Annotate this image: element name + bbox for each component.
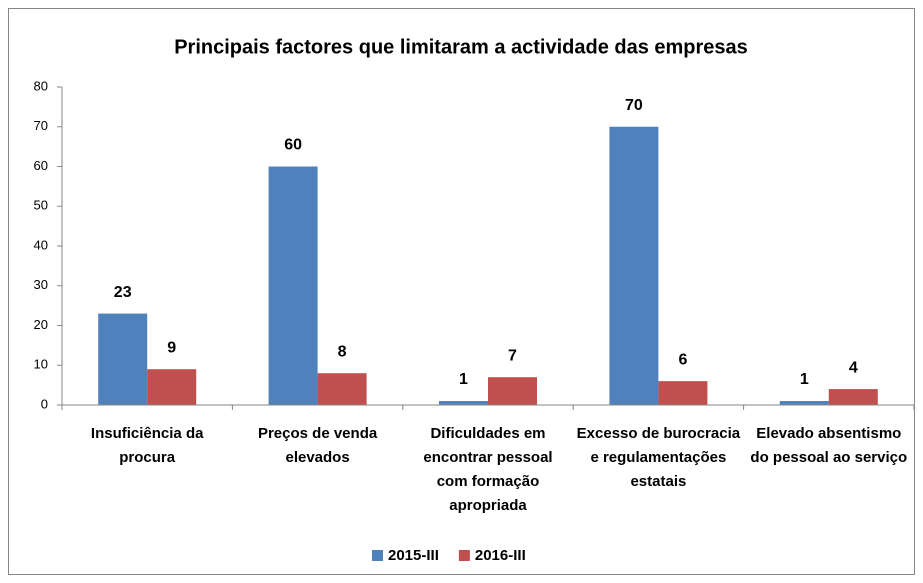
y-tick-label: 80 xyxy=(34,78,48,93)
x-tick-label: Dificuldades em encontrar pessoal com fo… xyxy=(423,425,553,514)
chart-frame xyxy=(8,8,915,575)
data-label: 70 xyxy=(625,97,643,114)
bar xyxy=(147,369,197,405)
bar xyxy=(268,166,318,405)
y-tick-label: 60 xyxy=(34,158,48,173)
y-tick-label: 0 xyxy=(41,396,48,411)
legend-swatch xyxy=(372,550,383,561)
data-label: 1 xyxy=(800,371,809,388)
bar xyxy=(98,313,148,405)
data-label: 1 xyxy=(459,371,468,388)
data-label: 9 xyxy=(167,339,176,356)
y-tick-label: 40 xyxy=(34,237,48,252)
chart-title: Principais factores que limitaram a acti… xyxy=(174,36,748,58)
x-tick-label: Excesso de burocracia e regulamentações … xyxy=(576,425,741,490)
y-tick-label: 70 xyxy=(34,118,48,133)
bar xyxy=(317,373,367,405)
y-tick-label: 10 xyxy=(34,357,48,372)
data-label: 4 xyxy=(849,359,858,376)
legend-label: 2016-III xyxy=(475,547,526,564)
y-tick-label: 30 xyxy=(34,277,48,292)
x-tick-label: Preços de venda elevados xyxy=(257,425,378,466)
bar xyxy=(828,389,878,405)
data-label: 60 xyxy=(284,137,302,154)
legend-swatch xyxy=(458,550,470,561)
x-tick-label: Insuficiência da procura xyxy=(90,425,204,466)
y-tick-label: 20 xyxy=(34,317,48,332)
bar xyxy=(658,381,708,405)
data-label: 6 xyxy=(678,351,687,368)
bar xyxy=(779,401,829,405)
bar xyxy=(609,126,659,405)
x-tick-label: Elevado absentismo do pessoal ao serviço xyxy=(750,425,908,466)
data-label: 7 xyxy=(508,347,517,364)
bar xyxy=(488,377,537,405)
data-label: 23 xyxy=(114,284,132,301)
y-tick-label: 50 xyxy=(34,198,48,213)
legend-label: 2015-III xyxy=(388,547,439,564)
bar xyxy=(439,401,488,405)
data-label: 8 xyxy=(338,343,347,360)
